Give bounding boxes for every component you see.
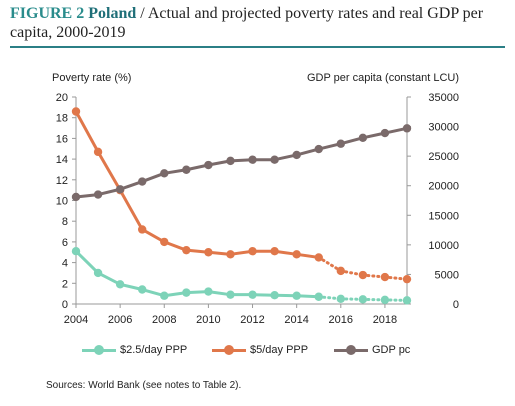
data-point-2-5-day-ppp — [402, 296, 412, 305]
series-segment-2-5-day-ppp — [74, 249, 100, 275]
data-point-gdp-pc — [115, 185, 125, 194]
right-tick-label: 5000 — [435, 269, 459, 281]
legend-item-2-5-day: $2.5/day PPP — [82, 344, 187, 356]
right-axis-title: GDP per capita (constant LCU) — [306, 72, 459, 84]
data-point-2-5-day-ppp — [182, 288, 191, 297]
data-point-5-day-ppp — [336, 266, 345, 276]
data-point-gdp-pc — [314, 144, 323, 154]
data-point-2-5-day-ppp — [292, 291, 301, 300]
data-point-2-5-day-ppp — [93, 268, 103, 278]
data-point-5-day-ppp — [160, 237, 169, 247]
data-point-2-5-day-ppp — [115, 280, 125, 289]
data-point-gdp-pc — [336, 139, 345, 148]
x-tick-label: 2010 — [196, 314, 220, 326]
left-tick-label: 8 — [62, 216, 68, 228]
left-tick-label: 0 — [62, 299, 68, 311]
data-point-gdp-pc — [226, 156, 235, 166]
right-tick-label: 25000 — [428, 151, 459, 163]
left-tick-label: 6 — [62, 237, 68, 249]
data-point-2-5-day-ppp — [71, 247, 81, 256]
data-point-5-day-ppp — [71, 107, 81, 116]
data-point-gdp-pc — [182, 165, 191, 174]
data-point-gdp-pc — [270, 155, 279, 164]
data-point-5-day-ppp — [248, 247, 257, 256]
data-point-5-day-ppp — [358, 270, 368, 280]
data-point-gdp-pc — [292, 150, 301, 160]
left-tick-label: 12 — [56, 175, 68, 187]
series-segment-5-day-ppp — [140, 227, 166, 244]
source-note: Sources: World Bank (see notes to Table … — [46, 380, 242, 391]
x-tick-label: 2006 — [108, 314, 132, 326]
right-tick-label: 35000 — [428, 92, 459, 104]
figure-country: Poland — [88, 5, 137, 22]
data-point-5-day-ppp — [182, 245, 191, 255]
left-tick-label: 16 — [56, 133, 68, 145]
legend-item-gdp-pc: GDP pc — [334, 344, 410, 356]
data-point-5-day-ppp — [270, 247, 279, 256]
legend-swatch-2-5-day — [82, 345, 116, 355]
right-tick-label: 0 — [453, 299, 459, 311]
x-tick-label: 2008 — [152, 314, 176, 326]
left-axis-title: Poverty rate (%) — [52, 72, 132, 84]
data-point-5-day-ppp — [226, 250, 235, 259]
series-segment-5-day-ppp — [74, 109, 100, 154]
data-point-gdp-pc — [402, 124, 412, 133]
data-point-gdp-pc — [93, 190, 103, 199]
data-point-gdp-pc — [380, 128, 390, 138]
left-tick-label: 18 — [56, 113, 68, 125]
data-point-gdp-pc — [71, 192, 81, 202]
data-point-2-5-day-ppp — [204, 287, 213, 296]
figure-subtitle: / Actual and projected poverty rates and… — [10, 5, 484, 41]
data-point-2-5-day-ppp — [138, 285, 147, 294]
left-tick-label: 2 — [62, 278, 68, 290]
x-tick-label: 2018 — [373, 314, 397, 326]
data-point-5-day-ppp — [314, 253, 323, 262]
left-tick-label: 10 — [56, 196, 68, 208]
legend-swatch-gdp-pc — [334, 345, 368, 355]
data-point-5-day-ppp — [292, 250, 301, 259]
data-point-5-day-ppp — [380, 272, 390, 282]
right-tick-label: 10000 — [428, 240, 459, 252]
data-point-2-5-day-ppp — [226, 290, 235, 299]
data-point-2-5-day-ppp — [358, 295, 368, 304]
right-tick-label: 20000 — [428, 181, 459, 193]
title-rule — [10, 46, 505, 48]
data-point-gdp-pc — [160, 169, 169, 178]
data-point-5-day-ppp — [138, 225, 147, 234]
data-point-2-5-day-ppp — [270, 291, 279, 300]
right-tick-label: 15000 — [428, 210, 459, 222]
left-tick-label: 14 — [56, 154, 68, 166]
data-point-gdp-pc — [358, 133, 368, 143]
data-point-gdp-pc — [138, 177, 147, 186]
legend-item-5-day: $5/day PPP — [212, 344, 308, 356]
right-tick-label: 30000 — [428, 122, 459, 134]
figure-label: FIGURE 2 — [10, 5, 85, 22]
legend-label-gdp-pc: GDP pc — [372, 344, 411, 356]
x-tick-label: 2016 — [329, 314, 353, 326]
left-tick-label: 20 — [56, 92, 68, 104]
data-point-5-day-ppp — [93, 147, 103, 157]
data-point-gdp-pc — [204, 160, 213, 170]
legend-label-2-5-day: $2.5/day PPP — [120, 344, 188, 356]
legend-swatch-5-day — [212, 345, 246, 355]
data-point-5-day-ppp — [204, 248, 213, 257]
figure-title: FIGURE 2 Poland / Actual and projected p… — [10, 4, 490, 42]
data-point-2-5-day-ppp — [314, 292, 323, 301]
data-point-5-day-ppp — [402, 274, 412, 284]
left-tick-label: 4 — [62, 258, 68, 270]
data-point-gdp-pc — [248, 155, 257, 164]
data-point-2-5-day-ppp — [380, 295, 390, 305]
data-point-2-5-day-ppp — [248, 290, 257, 299]
series-segment-5-day-ppp — [96, 150, 122, 192]
data-point-2-5-day-ppp — [336, 294, 345, 304]
x-tick-label: 2014 — [284, 314, 308, 326]
series-segment-5-day-ppp — [317, 255, 343, 273]
data-point-2-5-day-ppp — [160, 291, 169, 300]
series-segment-5-day-ppp — [118, 188, 144, 231]
legend-label-5-day: $5/day PPP — [250, 344, 309, 356]
x-tick-label: 2012 — [240, 314, 264, 326]
x-tick-label: 2004 — [64, 314, 88, 326]
